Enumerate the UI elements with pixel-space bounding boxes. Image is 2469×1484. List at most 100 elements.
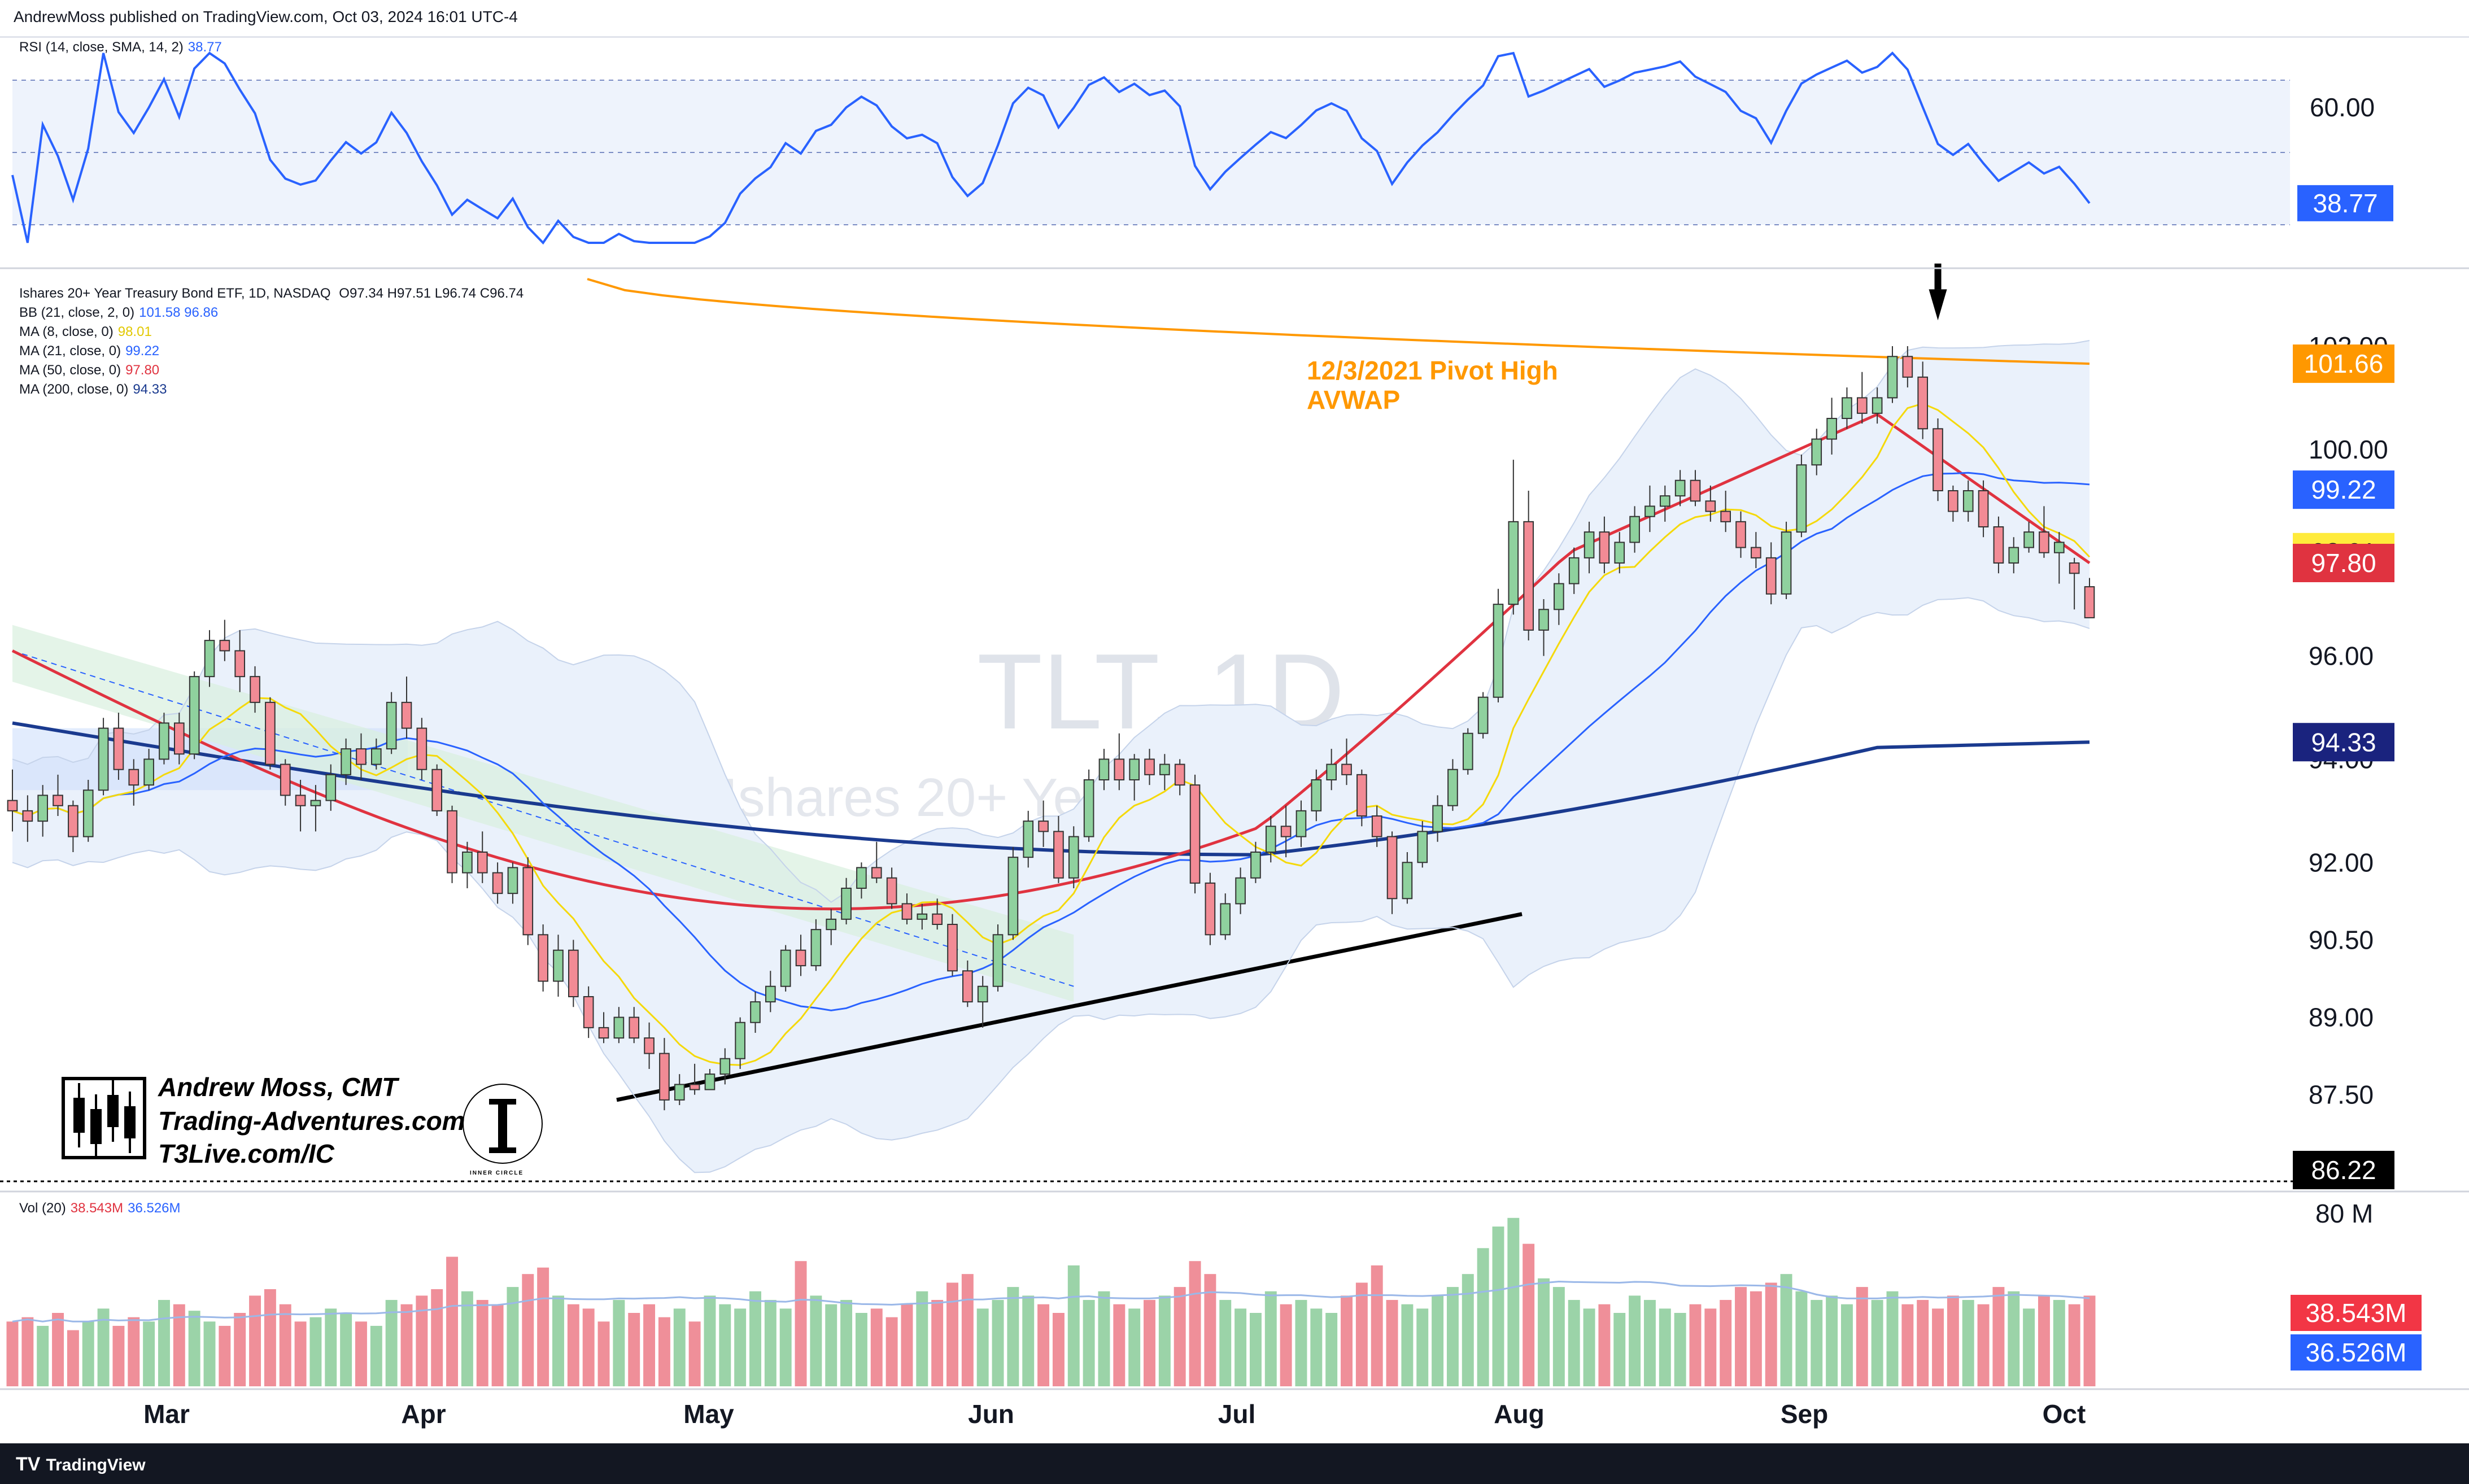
volume-legend-v2: 36.526M (128, 1201, 181, 1216)
candle-body (1765, 557, 1777, 595)
volume-axis-label: 80 M (2315, 1199, 2373, 1228)
candle (1053, 816, 1064, 883)
candle (37, 785, 49, 837)
volume-bar (719, 1304, 731, 1386)
candle-body (962, 970, 973, 1003)
candle-body (1356, 774, 1367, 817)
inner-circle-ring (463, 1084, 543, 1164)
candle (1205, 872, 1216, 945)
candle (583, 986, 594, 1038)
volume-bar (2008, 1291, 2020, 1386)
rsi-legend-value: 38.77 (187, 40, 222, 55)
volume-bar (764, 1300, 777, 1386)
candle-body (1417, 831, 1428, 863)
candle (53, 774, 63, 816)
candle-body (22, 810, 33, 822)
candle-body (1311, 779, 1322, 811)
volume-bar (1523, 1243, 1535, 1386)
candle-body (871, 867, 882, 879)
volume-bar (840, 1300, 853, 1386)
pivot-arrow-icon (1929, 289, 1947, 321)
candle-body (113, 727, 124, 770)
candle-body (598, 1027, 609, 1039)
candle-body (295, 795, 306, 806)
volume-bar (961, 1274, 974, 1386)
volume-pane (6, 1217, 2096, 1386)
candle (1098, 749, 1110, 791)
volume-bar (1811, 1300, 1823, 1386)
candle-body (1674, 479, 1686, 497)
volume-bar (1765, 1282, 1777, 1386)
candle (370, 738, 382, 770)
candle-body (1402, 862, 1413, 900)
candle-body (735, 1022, 745, 1059)
candle (1568, 547, 1580, 594)
candle (659, 1038, 670, 1111)
volume-bar (1401, 1304, 1414, 1386)
candle (1371, 805, 1382, 847)
candle (1280, 805, 1292, 858)
legend-ma200: MA (200, close, 0) 94.33 (19, 382, 167, 398)
candle-body (1114, 758, 1125, 781)
volume-bar (1371, 1265, 1383, 1386)
price-tick-label: 89.00 (2309, 1003, 2374, 1032)
price-pane: TLT, 1DIshares 20+ Year Treasury Bond ET… (7, 263, 2095, 1173)
volume-bar (1643, 1300, 1656, 1386)
volume-bar (628, 1313, 640, 1386)
volume-bar (1189, 1261, 1201, 1386)
candle-body (1462, 732, 1473, 770)
candle (2084, 578, 2095, 618)
tv-logo-icon: TV (16, 1454, 41, 1475)
legend-ma200-label: MA (200, close, 0) (19, 382, 129, 397)
candle-body (1796, 464, 1807, 533)
volume-bar (67, 1330, 79, 1386)
candle-body (2084, 586, 2095, 618)
candle (1417, 821, 1428, 868)
candle (1659, 485, 1670, 522)
volume-bar (1295, 1300, 1307, 1386)
volume-bar (2053, 1300, 2065, 1386)
volume-bar (385, 1300, 398, 1386)
candle (447, 805, 457, 883)
avwap-annotation-line1: 12/3/2021 Pivot High (1307, 356, 1558, 385)
price-tag-text: 99.22 (2311, 475, 2376, 504)
volume-bar (1264, 1291, 1277, 1386)
volume-bar (446, 1256, 459, 1386)
volume-bar (567, 1304, 579, 1386)
volume-bar (1355, 1282, 1368, 1386)
legend-ma8-values: 98.01 (117, 324, 152, 339)
candle (1432, 795, 1443, 842)
candle-body (1129, 758, 1140, 781)
volume-legend-v1: 38.543M (70, 1201, 124, 1216)
candle-body (1705, 500, 1716, 512)
candle (1038, 800, 1049, 847)
candle-body (583, 996, 594, 1028)
candle (219, 619, 230, 661)
candle (462, 841, 473, 888)
candle-body (719, 1058, 731, 1075)
volume-bar (128, 1317, 140, 1386)
volume-bar (1886, 1291, 1899, 1386)
volume-bar (1462, 1274, 1474, 1386)
candle (780, 945, 791, 992)
volume-bar (112, 1325, 125, 1386)
volume-bar (1007, 1287, 1019, 1386)
candle-body (477, 852, 488, 874)
volume-bar (885, 1317, 898, 1386)
candle (901, 893, 913, 924)
candle-body (886, 877, 897, 905)
candle-body (674, 1084, 685, 1101)
candle-body (1265, 826, 1276, 853)
volume-bar (1735, 1287, 1747, 1386)
rsi-legend-label: RSI (14, close, SMA, 14, 2) (19, 40, 184, 55)
volume-bar (1280, 1304, 1292, 1386)
volume-bar (1901, 1304, 1914, 1386)
volume-bar (1507, 1217, 1520, 1386)
candle (1962, 480, 1974, 522)
candle-body (280, 763, 291, 796)
candle (189, 671, 200, 760)
tradingview-logo[interactable]: TV TradingView (16, 1454, 146, 1476)
volume-bar (2083, 1295, 2096, 1386)
candle (644, 1022, 655, 1069)
